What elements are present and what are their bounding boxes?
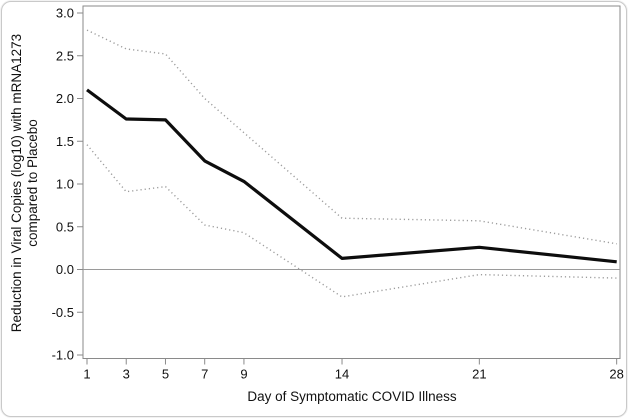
x-tick-label: 5 — [162, 367, 169, 382]
x-tick-label: 3 — [123, 367, 130, 382]
y-tick-label: 0.5 — [56, 219, 74, 234]
y-tick-label: 2.0 — [56, 91, 74, 106]
y-tick-label: -1.0 — [52, 348, 74, 363]
series-line-upper-confidence-limit — [86, 29, 617, 245]
y-tick-label: 1.0 — [56, 177, 74, 192]
x-tick-label: 21 — [472, 367, 486, 382]
x-tick-label: 7 — [201, 367, 208, 382]
y-axis-title-line2: compared to Placebo — [25, 119, 40, 247]
y-tick-label: 0.0 — [56, 262, 74, 277]
series-line-lower-confidence-limit — [86, 144, 617, 298]
y-axis-title-line1: Reduction in Viral Copies (log10) with m… — [9, 34, 24, 332]
x-axis-title: Day of Symptomatic COVID Illness — [247, 389, 457, 404]
x-tick-label: 9 — [240, 367, 247, 382]
y-tick-label: 3.0 — [56, 6, 74, 21]
series-line-estimate — [86, 88, 617, 264]
x-tick-label: 14 — [335, 367, 349, 382]
y-tick-label: 1.5 — [56, 134, 74, 149]
plot-frame — [82, 5, 621, 359]
y-tick-label: -0.5 — [52, 305, 74, 320]
x-tick-label: 28 — [609, 367, 623, 382]
y-tick-label: 2.5 — [56, 48, 74, 63]
x-tick-label: 1 — [83, 367, 90, 382]
plot-area: 3.0 2.5 2.0 1.5 1.0 0.5 0.0 -0.5 -1.0 1 3 5 7 9 14 21 28 — [52, 5, 624, 382]
